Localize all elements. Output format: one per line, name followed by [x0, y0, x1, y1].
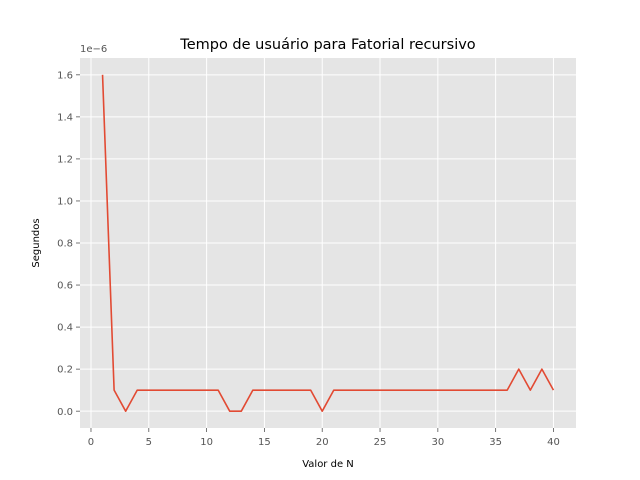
x-tick-label: 15: [258, 437, 271, 448]
x-tick-label: 25: [374, 437, 387, 448]
y-tick-label: 1.0: [57, 197, 73, 208]
y-tick-label: 0.4: [57, 323, 73, 334]
y-tick-label: 1.4: [57, 112, 73, 123]
series-layer: [101, 74, 555, 412]
series-line: [101, 74, 555, 412]
y-tick-label: 1.6: [57, 70, 73, 81]
x-tick-label: 5: [146, 437, 152, 448]
y-offset-label: 1e−6: [80, 44, 107, 55]
y-tick-label: 0.0: [57, 407, 73, 418]
y-tick-label: 1.2: [57, 155, 73, 166]
x-tick-label: 30: [431, 437, 444, 448]
y-axis-label: Segundos: [31, 218, 42, 267]
y-axis-ticks: 0.0 0.2 0.4 0.6 0.8 1.0 1.2 1.4 1.6: [57, 70, 80, 418]
x-tick-label: 0: [88, 437, 94, 448]
y-tick-label: 0.2: [57, 365, 73, 376]
chart-title: Tempo de usuário para Fatorial recursivo: [179, 37, 476, 53]
x-axis-label: Valor de N: [302, 459, 354, 470]
y-tick-label: 0.8: [57, 239, 73, 250]
x-tick-label: 10: [200, 437, 213, 448]
x-tick-label: 40: [547, 437, 560, 448]
x-axis-ticks: 0 5 10 15 20 25 30 35 40: [88, 428, 560, 448]
x-tick-label: 20: [316, 437, 329, 448]
grid-lines: [80, 58, 576, 428]
y-tick-label: 0.6: [57, 281, 73, 292]
x-tick-label: 35: [489, 437, 502, 448]
